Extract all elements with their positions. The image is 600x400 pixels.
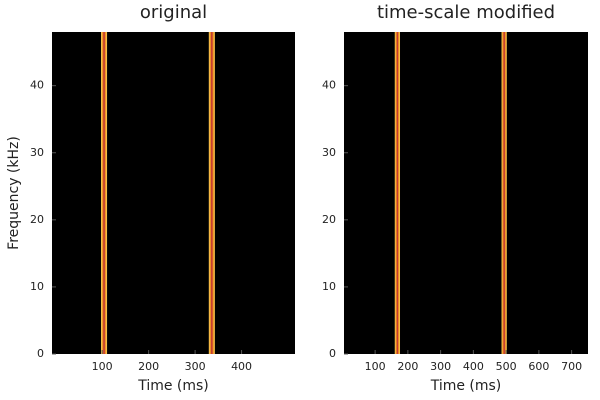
chart-title: original	[140, 2, 207, 23]
y-tick-label: 30	[30, 146, 44, 159]
plot-background	[344, 32, 588, 354]
y-tick-label: 10	[322, 280, 336, 293]
y-tick-label: 10	[30, 280, 44, 293]
x-tick-label: 300	[430, 360, 451, 373]
x-tick-label: 200	[397, 360, 418, 373]
y-axis-label: Frequency (kHz)	[6, 136, 22, 250]
x-tick-label: 600	[528, 360, 549, 373]
x-axis-label: Time (ms)	[430, 378, 502, 394]
x-tick-label: 100	[365, 360, 386, 373]
x-tick-label: 400	[463, 360, 484, 373]
spectral-stripe	[394, 32, 401, 354]
y-tick-label: 40	[30, 79, 44, 92]
x-tick-label: 300	[185, 360, 206, 373]
x-tick-label: 700	[561, 360, 582, 373]
x-tick-label: 200	[138, 360, 159, 373]
plot-background	[52, 32, 295, 354]
y-tick-label: 20	[322, 213, 336, 226]
spectral-stripe	[208, 32, 215, 354]
y-tick-label: 40	[322, 79, 336, 92]
y-tick-label: 30	[322, 146, 336, 159]
y-tick-label: 0	[329, 347, 336, 360]
y-tick-label: 0	[37, 347, 44, 360]
spectral-stripe	[501, 32, 507, 354]
spectral-stripe	[101, 32, 108, 354]
y-tick-label: 20	[30, 213, 44, 226]
x-tick-label: 100	[92, 360, 113, 373]
x-axis-label: Time (ms)	[137, 378, 209, 394]
x-tick-label: 500	[496, 360, 517, 373]
chart-title: time-scale modified	[377, 2, 555, 23]
x-tick-label: 400	[231, 360, 252, 373]
